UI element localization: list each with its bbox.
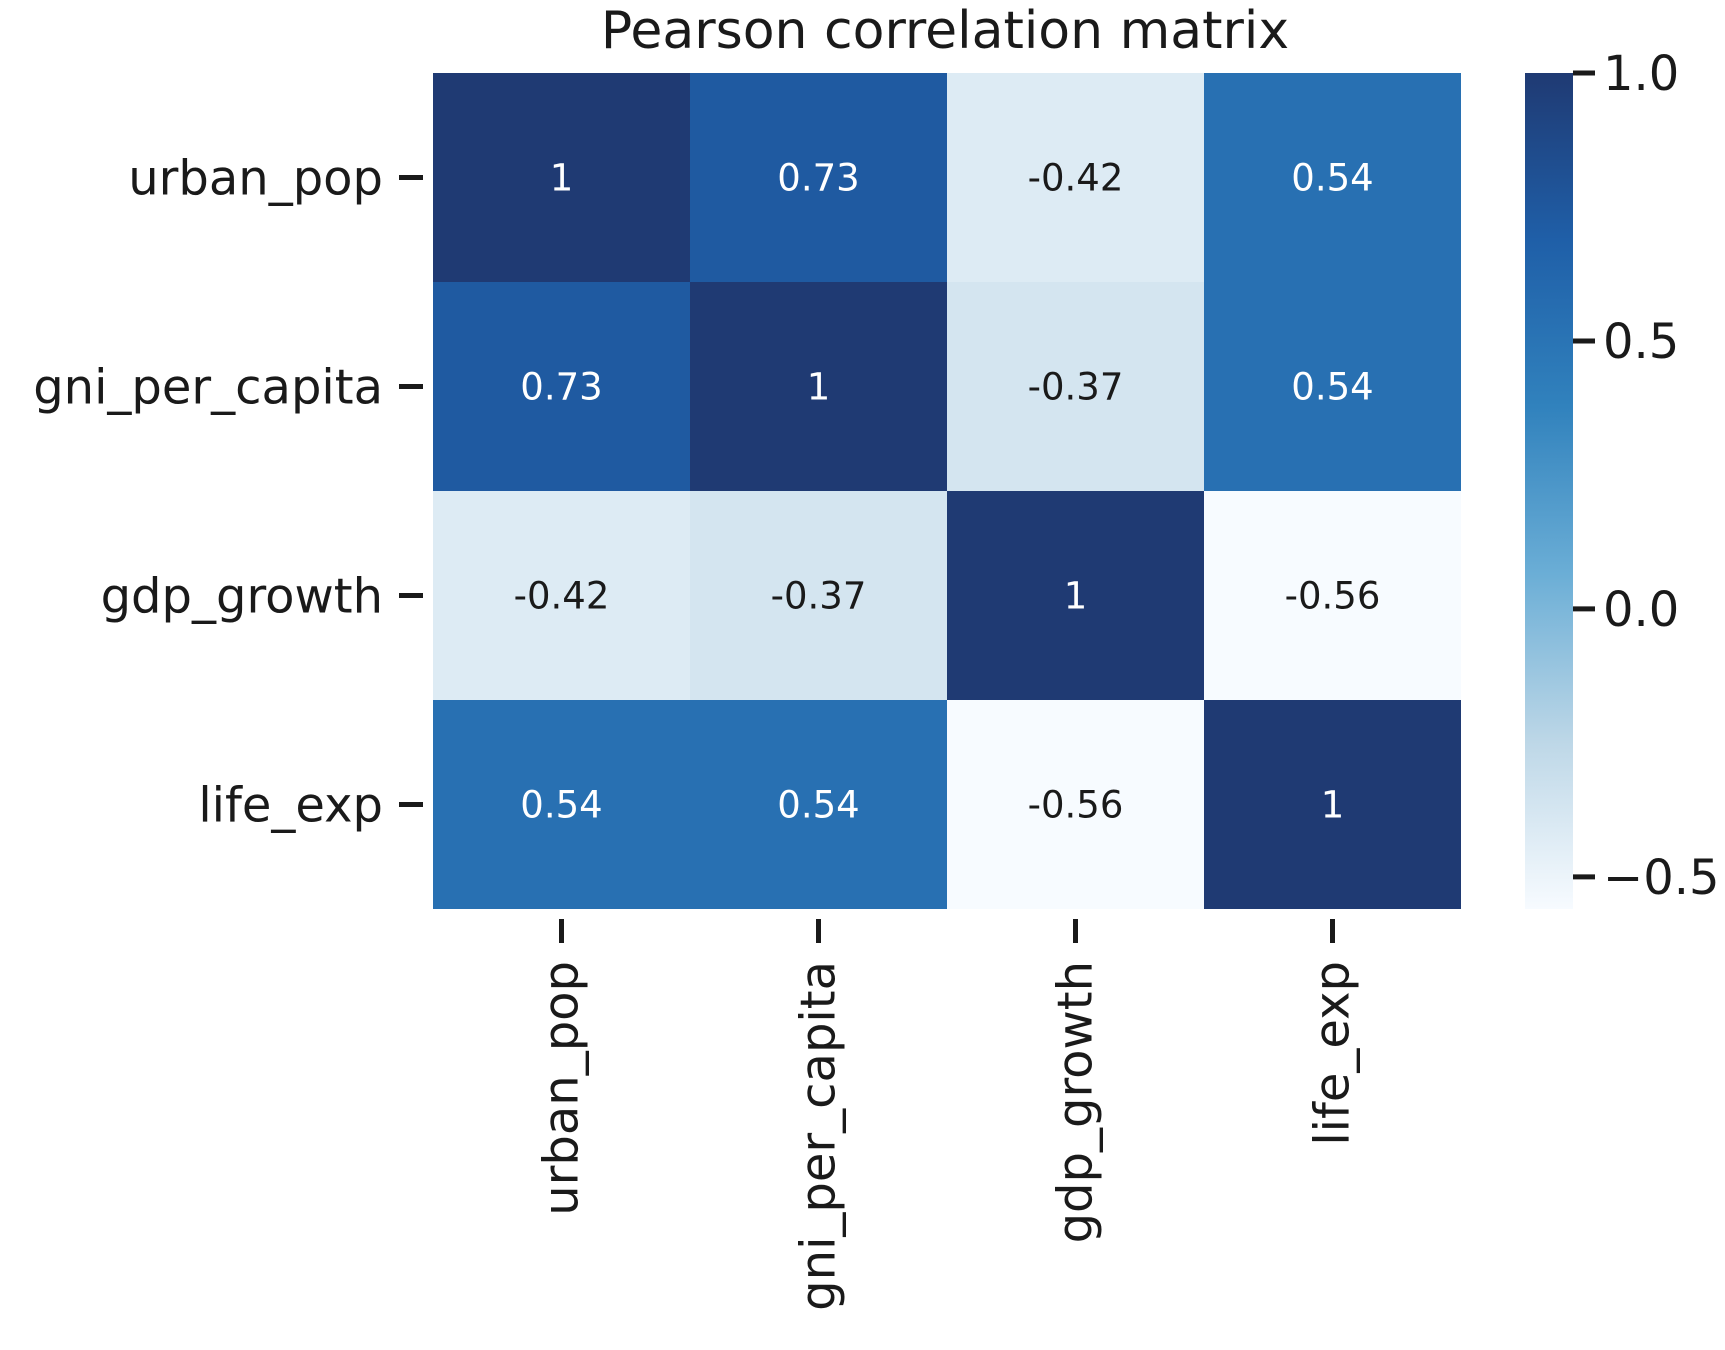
- chart-title: Pearson correlation matrix: [601, 1, 1289, 61]
- cell-value-label: -0.37: [771, 575, 867, 618]
- heatmap-cell: [947, 282, 1204, 491]
- cell-value-label: 1: [550, 157, 574, 200]
- y-tick-label: gni_per_capita: [33, 360, 383, 416]
- heatmap-cell: [947, 700, 1204, 909]
- heatmap-cell: [433, 73, 690, 282]
- colorbar-tick-label: 1.0: [1603, 46, 1679, 102]
- colorbar-tick-label: −0.5: [1603, 850, 1720, 906]
- heatmap-cell: [1204, 282, 1461, 491]
- heatmap-cell: [690, 282, 947, 491]
- heatmap-cell: [433, 282, 690, 491]
- heatmap-cell: [690, 700, 947, 909]
- heatmap-cell: [1204, 491, 1461, 700]
- cell-value-label: 1: [1064, 575, 1088, 618]
- cell-value-label: -0.37: [1028, 366, 1124, 409]
- heatmap-cell: [1204, 73, 1461, 282]
- colorbar-tick-label: 0.0: [1603, 582, 1679, 638]
- y-tick-label: urban_pop: [128, 151, 383, 207]
- heatmap-cell: [433, 491, 690, 700]
- cell-value-label: -0.56: [1285, 575, 1381, 618]
- heatmap-cell: [690, 491, 947, 700]
- cell-value-label: 0.54: [1291, 366, 1373, 409]
- cell-annotations: 1 0.73 -0.42 0.54 0.73 1 -0.37 0.54 -0.42 -0.37 1 -…: [514, 157, 1381, 827]
- cell-value-label: 1: [807, 366, 831, 409]
- x-tick-label: gni_per_capita: [791, 961, 847, 1311]
- cell-value-label: 1: [1321, 784, 1345, 827]
- x-axis: urban_pop gni_per_capita gdp_growth life_ex…: [534, 919, 1361, 1311]
- y-axis: urban_pop gni_per_capita gdp_growth life_ex…: [33, 151, 423, 834]
- cell-value-label: 0.54: [520, 784, 602, 827]
- cell-value-label: 0.54: [1291, 157, 1373, 200]
- cell-value-label: 0.73: [520, 366, 602, 409]
- heatmap-cell: [947, 491, 1204, 700]
- colorbar-tick-label: 0.5: [1603, 314, 1679, 370]
- y-tick-label: life_exp: [198, 778, 383, 834]
- x-tick-label: life_exp: [1305, 961, 1361, 1146]
- x-tick-label: urban_pop: [534, 961, 590, 1216]
- y-tick-label: gdp_growth: [101, 569, 383, 625]
- cell-value-label: 0.54: [777, 784, 859, 827]
- heatmap-cell: [947, 73, 1204, 282]
- heatmap-cell: [1204, 700, 1461, 909]
- heatmap-cell: [433, 700, 690, 909]
- cell-value-label: 0.73: [777, 157, 859, 200]
- colorbar: 1.0 0.5 0.0 −0.5: [1525, 46, 1720, 909]
- cell-value-label: -0.42: [514, 575, 610, 618]
- x-tick-label: gdp_growth: [1048, 961, 1104, 1243]
- cell-value-label: -0.56: [1028, 784, 1124, 827]
- heatmap-cell: [690, 73, 947, 282]
- cell-value-label: -0.42: [1028, 157, 1124, 200]
- heatmap-cells: [433, 73, 1461, 909]
- colorbar-gradient-bar: [1525, 73, 1573, 909]
